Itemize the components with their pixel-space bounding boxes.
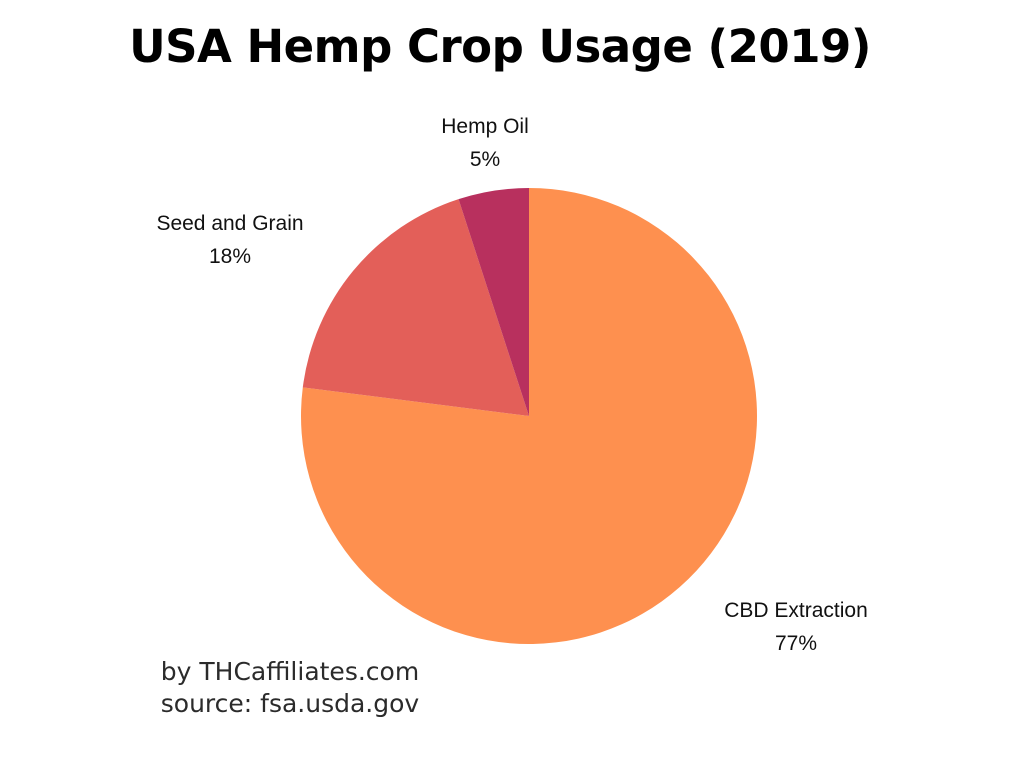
slice-label: Hemp Oil [441, 115, 529, 138]
source-text: source: fsa.usda.gov [160, 689, 420, 718]
slice-label: CBD Extraction [724, 599, 868, 622]
slice-label: Seed and Grain [156, 212, 303, 235]
pie-slice-hemp-oil [458, 188, 529, 416]
pie-labels: CBD Extraction 77% Seed and Grain 18% Hemp O… [156, 115, 867, 655]
chart-title: USA Hemp Crop Usage (2019) [129, 20, 871, 73]
pie-slice-seed-and-grain [302, 199, 529, 416]
byline-text: by THCaffiliates.com [160, 657, 420, 686]
slice-percent-label: 77% [775, 632, 817, 655]
credits: by THCaffiliates.com source: fsa.usda.go… [140, 656, 440, 720]
pie-slices [301, 188, 758, 644]
slice-percent-label: 5% [470, 148, 500, 171]
slice-percent-label: 18% [209, 245, 251, 268]
